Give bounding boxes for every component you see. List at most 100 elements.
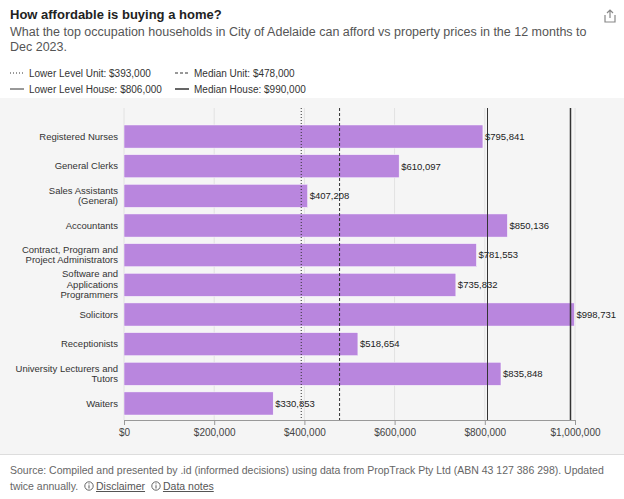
x-tick-mark <box>214 420 215 425</box>
legend-swatch <box>175 85 189 93</box>
footer-link[interactable]: Disclaimer <box>96 480 145 492</box>
x-tick: $1,000,000 <box>550 420 600 438</box>
x-tick-mark <box>575 420 576 425</box>
data-label: $998,731 <box>576 309 616 320</box>
info-icon-dot[interactable] <box>155 483 156 484</box>
legend-item: Lower Level Unit: $393,000 <box>10 66 175 80</box>
bar <box>124 244 476 267</box>
reference-line <box>339 108 340 420</box>
y-tick-label: Software andApplicationsProgrammers <box>60 268 118 300</box>
info-icon[interactable] <box>151 481 161 491</box>
info-icon-stem[interactable] <box>155 485 156 488</box>
legend-item: Lower Level House: $806,000 <box>10 82 175 96</box>
y-tick-label: Solicitors <box>79 309 118 320</box>
y-tick-label-line: Contract, Program and <box>22 244 118 255</box>
y-tick-label-line: (General) <box>78 195 118 206</box>
info-icon-stem[interactable] <box>88 485 89 488</box>
reference-line <box>570 108 572 420</box>
share-icon[interactable] <box>603 8 617 24</box>
info-icon-dot[interactable] <box>88 483 89 484</box>
legend-label: Lower Level Unit: $393,000 <box>29 68 151 79</box>
x-tick-label: $400,000 <box>284 427 326 438</box>
y-tick: Software andApplicationsProgrammers <box>60 268 118 300</box>
x-axis: $0 $200,000 $400,000 $600,000 $800,000 $1,000… <box>119 420 601 438</box>
footer-separator <box>0 454 624 455</box>
y-tick: General Clerks <box>55 160 119 171</box>
bar <box>124 392 273 415</box>
y-tick-label-line: Receptionists <box>61 338 118 349</box>
info-icon[interactable] <box>84 481 94 491</box>
y-tick-label-line: Accountants <box>66 220 119 231</box>
x-tick-label: $600,000 <box>374 427 416 438</box>
y-tick-label: Sales Assistants(General) <box>49 185 118 206</box>
x-tick-mark <box>304 420 305 425</box>
legend-item: Median House: $990,000 <box>175 82 425 96</box>
chart-title: How affordable is buying a home? <box>10 7 222 22</box>
bar <box>124 155 399 178</box>
data-label: $795,841 <box>485 131 525 142</box>
y-tick-label-line: Project Administrators <box>26 254 119 265</box>
x-tick: $600,000 <box>374 420 416 438</box>
bar <box>124 362 501 385</box>
legend-swatch-line <box>10 89 24 90</box>
footer-link[interactable]: Data notes <box>163 480 214 492</box>
chart-svg: $0 $200,000 $400,000 $600,000 $800,000 $1,000… <box>0 98 624 455</box>
y-tick-label: General Clerks <box>55 160 119 171</box>
plot-background <box>0 98 624 455</box>
legend-item: Median Unit: $478,000 <box>175 66 425 80</box>
footer: Source: Compiled and presented by .id (i… <box>10 462 614 494</box>
y-axis: Registered Nurses General Clerks Sales Ass… <box>16 131 119 409</box>
grid <box>124 108 575 420</box>
x-tick-mark <box>124 420 125 425</box>
bar <box>124 303 574 326</box>
x-tick-label: $1,000,000 <box>550 427 600 438</box>
y-tick-label: Registered Nurses <box>39 131 118 142</box>
reference-line <box>301 108 302 420</box>
x-tick-mark <box>485 420 486 425</box>
x-tick-label: $800,000 <box>464 427 506 438</box>
y-tick: Accountants <box>66 220 119 231</box>
info-icon-circle[interactable] <box>85 482 93 490</box>
data-label: $518,654 <box>360 338 400 349</box>
chart-subtitle: What the top occupation households in Ci… <box>10 25 600 55</box>
data-label: $735,832 <box>458 279 498 290</box>
x-tick-label: $0 <box>119 427 131 438</box>
legend-swatch-line <box>175 73 189 74</box>
y-tick-label: Waiters <box>86 398 118 409</box>
bar <box>124 125 483 148</box>
y-tick: Solicitors <box>79 309 118 320</box>
data-label: $781,553 <box>478 249 518 260</box>
bar <box>124 214 507 237</box>
y-tick-label-line: Tutors <box>91 373 118 384</box>
data-label: $835,848 <box>503 368 543 379</box>
y-tick: Receptionists <box>61 338 118 349</box>
x-tick: $200,000 <box>194 420 236 438</box>
y-tick-label: Accountants <box>66 220 119 231</box>
y-tick-label-line: Registered Nurses <box>39 131 118 142</box>
data-label: $407,208 <box>310 190 350 201</box>
x-tick: $0 <box>119 420 131 438</box>
reference-line <box>487 108 488 420</box>
y-tick-label-line: Waiters <box>86 398 118 409</box>
y-tick: Contract, Program andProject Administrat… <box>22 244 118 265</box>
bar <box>124 273 456 296</box>
legend-label: Median Unit: $478,000 <box>194 68 295 79</box>
data-label: $610,097 <box>401 161 441 172</box>
plot-area <box>124 108 574 420</box>
share-icon-arrow[interactable] <box>607 10 613 18</box>
y-tick-label: Receptionists <box>61 338 118 349</box>
y-tick-label-line: Sales Assistants <box>49 185 118 196</box>
x-axis-line <box>125 421 576 426</box>
x-tick-mark <box>395 420 396 425</box>
y-tick-label-line: University Lecturers and <box>16 363 118 374</box>
y-tick-label-line: General Clerks <box>55 160 119 171</box>
x-tick-label: $200,000 <box>194 427 236 438</box>
legend-swatch-line <box>175 88 189 90</box>
x-tick: $800,000 <box>464 420 506 438</box>
legend: Lower Level Unit: $393,000 Median Unit: $… <box>10 66 610 96</box>
data-label: $330,853 <box>275 398 315 409</box>
legend-swatch <box>175 69 189 77</box>
legend-swatch <box>10 69 24 77</box>
info-icon-circle[interactable] <box>152 482 160 490</box>
y-tick-label: Contract, Program andProject Administrat… <box>22 244 118 265</box>
